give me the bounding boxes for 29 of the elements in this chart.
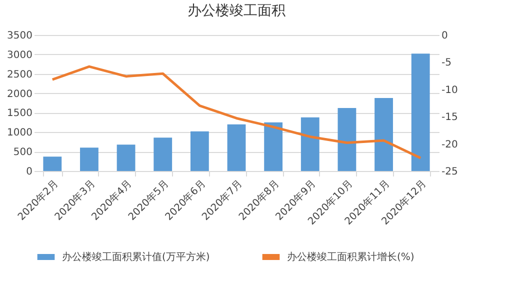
bar: [227, 124, 246, 171]
y-tick-label: 2000: [7, 88, 32, 100]
y-tick-label: 3000: [7, 50, 32, 61]
bar: [264, 122, 283, 171]
y-tick-label: 3500: [7, 30, 32, 42]
y-tick-label: 1500: [7, 108, 32, 120]
y-tick-label: 0: [26, 166, 32, 178]
chart-title: 办公楼竣工面积: [188, 3, 286, 19]
bar: [190, 131, 209, 171]
bar: [116, 144, 136, 171]
bar: [154, 138, 172, 171]
bar: [374, 98, 393, 171]
bar: [338, 108, 356, 171]
legend-label: 办公楼竣工面积累计增长(%): [287, 251, 414, 263]
line-series: [51, 65, 422, 160]
y2-tick-label: -15: [442, 112, 458, 124]
y2-tick-label: -20: [442, 139, 458, 150]
y2-tick-label: -25: [442, 166, 458, 178]
y-tick-label: 500: [13, 147, 32, 158]
bar: [300, 117, 320, 171]
y2-tick-label: -10: [442, 84, 458, 96]
y2-tick-label: -5: [442, 58, 452, 69]
y2-tick-label: 0: [442, 30, 448, 42]
bar: [43, 156, 62, 171]
bar: [411, 54, 430, 171]
y-tick-label: 1000: [7, 128, 32, 139]
legend-label: 办公楼竣工面积累计值(万平方米): [62, 251, 210, 263]
bar: [80, 148, 98, 171]
y-tick-label: 2500: [7, 69, 32, 80]
